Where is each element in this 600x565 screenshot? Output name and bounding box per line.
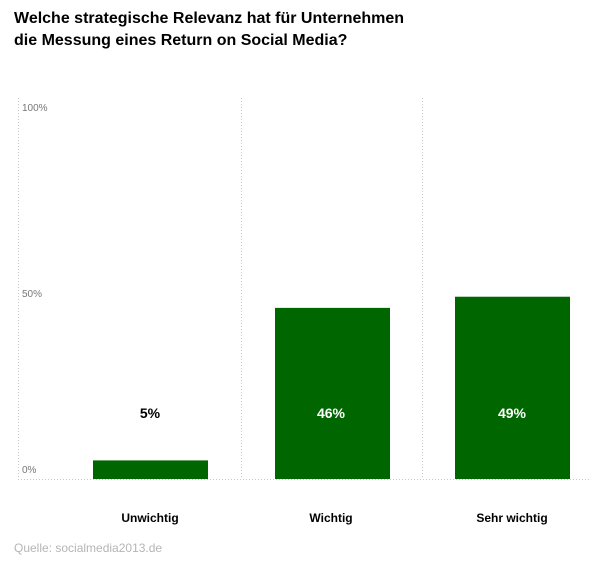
category-label: Wichtig [309, 511, 352, 525]
data-label: 46% [317, 405, 346, 421]
y-tick-label: 0% [22, 465, 37, 476]
bar-sehr-wichtig [455, 296, 570, 479]
y-tick-label: 100% [22, 103, 48, 114]
y-tick-label: 50% [22, 289, 42, 300]
bar-unwichtig [93, 460, 208, 479]
chart-title: Welche strategische Relevanz hat für Unt… [14, 8, 574, 52]
data-label: 5% [140, 405, 161, 421]
chart-title-line-1: Welche strategische Relevanz hat für Unt… [14, 10, 405, 27]
chart-title-line-2: die Messung eines Return on Social Media… [14, 32, 348, 49]
category-label: Unwichtig [121, 511, 178, 525]
category-label: Sehr wichtig [476, 511, 547, 525]
source-note: Quelle: socialmedia2013.de [14, 541, 163, 555]
data-label: 49% [498, 405, 527, 421]
bar-wichtig [275, 307, 390, 479]
